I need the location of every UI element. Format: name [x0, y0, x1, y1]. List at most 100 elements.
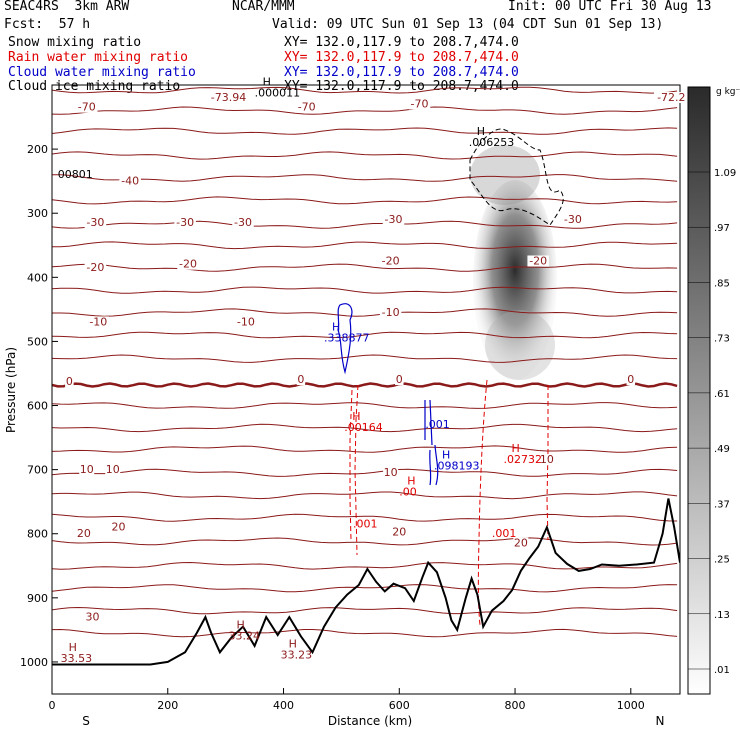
forecast-hour: Fcst: 57 h	[4, 17, 91, 32]
extremum-marker: H	[407, 474, 415, 487]
contour-label-bg	[235, 316, 257, 328]
contour-label-bg	[296, 374, 306, 386]
colorbar-label: .25	[714, 555, 730, 566]
contour-label-bg	[379, 255, 402, 267]
snow-shading-lower	[485, 310, 555, 380]
contour-label-bg	[174, 217, 196, 229]
extremum-marker: H	[289, 638, 297, 651]
extremum-value: 33.53	[61, 652, 92, 665]
colorbar-gradient	[687, 86, 711, 695]
legend-rain-label: Rain water mixing ratio	[8, 50, 189, 65]
rain-contour-left	[349, 384, 359, 556]
x-axis-title: Distance (km)	[328, 714, 412, 728]
temperature-contour-label: 10	[80, 463, 94, 476]
temperature-contour-label: 10	[106, 463, 120, 476]
contour-label-bg	[76, 527, 92, 539]
extremum-marker: H	[352, 410, 360, 423]
colorbar-label: .85	[714, 278, 730, 289]
extremum-value: .00164	[344, 421, 383, 434]
y-tick-label: 500	[27, 335, 48, 348]
snow-shading-core	[473, 180, 557, 380]
extremum-marker: H	[237, 619, 245, 632]
extremum-value: .000011	[255, 87, 300, 100]
contour-label-bg	[84, 217, 107, 229]
colorbar-label: .61	[714, 389, 730, 400]
contour-label-bg	[119, 175, 141, 187]
temperature-contour-line	[52, 106, 678, 115]
cloud-water-contour-lower	[424, 399, 439, 486]
temperature-contour-line	[52, 241, 678, 250]
hydrometeor-contours	[337, 128, 564, 626]
colorbar-label: .01	[714, 665, 730, 676]
freezing-level-contour	[52, 382, 678, 388]
y-tick-label: 300	[27, 207, 48, 220]
rain-contour-right	[477, 379, 549, 626]
org-label: NCAR/MMM	[232, 0, 295, 14]
temperature-contour-label: 20	[392, 526, 406, 539]
temperature-contour-label: 10	[540, 453, 554, 466]
colorbar-label: .37	[714, 499, 730, 510]
temperature-contour-label: -30	[86, 216, 104, 229]
x-tick-label: 0	[49, 699, 56, 712]
temperature-contour-line	[52, 220, 678, 229]
contour-label-bg	[408, 98, 431, 110]
extremum-value: .338877	[324, 331, 370, 344]
contour-label-bg	[626, 374, 636, 386]
temperature-contours	[52, 86, 678, 638]
terrain-line	[52, 498, 680, 666]
y-tick-label: 700	[27, 464, 48, 477]
temperature-contour-line	[52, 174, 678, 182]
temperature-contour-label: 0	[396, 373, 403, 386]
extremum-marker: H	[332, 320, 340, 333]
x-tick-label: 1000	[617, 699, 645, 712]
temperature-contour-line	[52, 196, 678, 205]
temperature-contour-label: -20	[179, 258, 197, 271]
contour-label-bg	[527, 255, 549, 267]
temperature-contour-label: -10	[382, 306, 400, 319]
plot-frame	[51, 84, 681, 695]
temperature-contour-label: -10	[237, 315, 255, 328]
temperature-contour-line	[52, 584, 678, 593]
temperature-contour-line	[52, 606, 678, 615]
temperature-contour-line	[52, 286, 678, 294]
legend-cloud-water-label: Cloud water mixing ratio	[8, 65, 196, 80]
legend-cloud-water-xy: XY= 132.0,117.9 to 208.7,474.0	[284, 65, 519, 80]
extremum-marker: H	[263, 76, 271, 89]
contour-label-bg	[654, 92, 689, 104]
y-tick-label: 400	[27, 271, 48, 284]
extremum-value: .098193	[434, 460, 480, 473]
temperature-contour-label: -20	[86, 261, 104, 274]
temperature-contour-label: -70	[78, 101, 96, 114]
cloud-ice-contour	[469, 128, 564, 226]
temperature-contour-line	[52, 127, 678, 135]
colorbar-unit: g kg⁻¹	[716, 87, 740, 97]
contour-label-bg	[562, 213, 584, 225]
contour-label-bg	[383, 467, 399, 479]
x-tick-label: 800	[505, 699, 526, 712]
contour-label-bg	[65, 376, 74, 388]
temperature-contour-line	[52, 491, 678, 500]
south-label: S	[82, 714, 90, 728]
colorbar-label: .73	[714, 334, 730, 345]
temperature-contour-line	[52, 445, 678, 453]
temperature-contour-label: -73.94	[211, 91, 246, 104]
temperature-contour-line	[52, 561, 678, 570]
temperature-contour-label: -30	[385, 213, 403, 226]
extremum-value: .00	[399, 485, 417, 498]
x-axis-ticks: 0 200 400 600 800 1000	[49, 688, 645, 712]
extremum-value: .02732	[503, 453, 542, 466]
y-tick-label: 1000	[20, 656, 48, 669]
legend-snow-label: Snow mixing ratio	[8, 35, 142, 50]
y-tick-label: 200	[27, 143, 48, 156]
legend-snow-xy: XY= 132.0,117.9 to 208.7,474.0	[284, 35, 519, 50]
y-tick-label: 600	[27, 400, 48, 413]
legend-cloud-ice-label: Cloud ice mixing ratio	[8, 79, 181, 94]
temperature-contour-label: -10	[89, 315, 107, 328]
contour-label-bg	[391, 526, 407, 538]
temperature-contour-line	[52, 263, 678, 272]
temperature-contour-label: 10	[384, 466, 398, 479]
contour-label-bg	[87, 316, 110, 328]
contour-label-bg	[395, 374, 404, 386]
temperature-contour-label: -72.2	[657, 91, 685, 104]
extremum-marker: H	[477, 125, 485, 138]
